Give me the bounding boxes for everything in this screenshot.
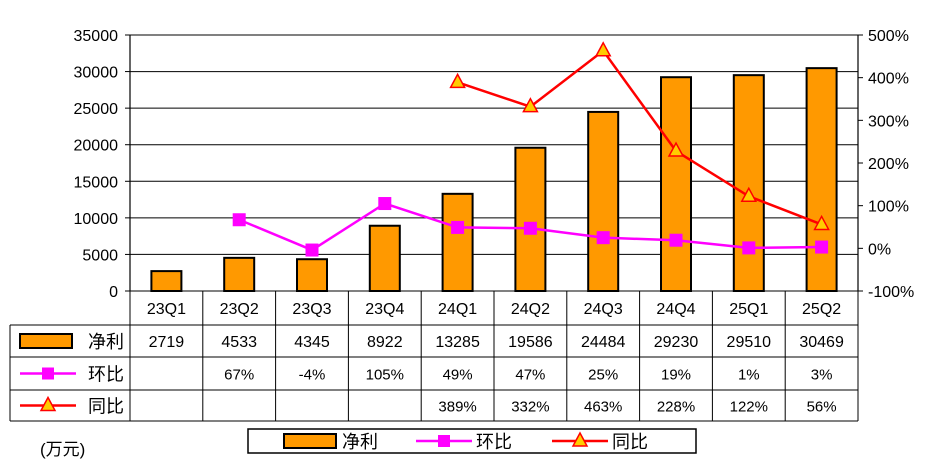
- y-left-tick-label: 20000: [74, 138, 119, 155]
- bar: [587, 110, 620, 293]
- legend-key-bar: [19, 333, 73, 349]
- table-cell-yoy: 122%: [730, 399, 768, 416]
- table-cell-mom: 3%: [811, 367, 833, 384]
- y-left-tick-label: 5000: [82, 247, 118, 264]
- table-cell-yoy: 389%: [438, 399, 476, 416]
- table-cell-mom: 1%: [738, 367, 760, 384]
- table-cell-mom: 19%: [661, 367, 691, 384]
- table-cell-mom: 105%: [366, 367, 404, 384]
- gridlines: [130, 34, 858, 255]
- yoy-point: [667, 141, 685, 157]
- yoy-point: [449, 72, 466, 89]
- y-left-tick-label: 15000: [74, 174, 119, 191]
- y-left-tick-label: 25000: [74, 101, 119, 118]
- category-label: 23Q4: [365, 301, 404, 318]
- table-cell-net: 2719: [149, 334, 185, 351]
- y-right-tick-label: 200%: [868, 156, 909, 173]
- mom-point: [596, 231, 610, 245]
- y-right-tick-label: 0%: [868, 241, 891, 258]
- category-label: 23Q2: [220, 301, 259, 318]
- category-label: 24Q2: [511, 301, 550, 318]
- y-right-tick-label: 500%: [868, 28, 909, 45]
- table-cell-net: 24484: [581, 334, 626, 351]
- table-cell-mom: 67%: [224, 367, 254, 384]
- table-cell-yoy: 228%: [657, 399, 695, 416]
- bar: [732, 74, 765, 292]
- legend-key-marker: [438, 435, 450, 447]
- table-cell-net: 4345: [294, 334, 330, 351]
- category-label: 23Q3: [292, 301, 331, 318]
- bar: [368, 224, 401, 292]
- bar: [660, 76, 692, 292]
- legend-key-marker: [571, 431, 589, 447]
- category-label: 25Q2: [802, 301, 841, 318]
- legend-label-net: 净利: [342, 432, 378, 452]
- table-cell-net: 4533: [221, 334, 257, 351]
- mom-point: [305, 243, 319, 257]
- legend-label-yoy: 同比: [612, 432, 648, 452]
- unit-label: (万元): [40, 440, 85, 459]
- y-right-tick-label: 400%: [868, 71, 909, 88]
- category-label: 23Q1: [147, 301, 186, 318]
- table-cell-net: 29510: [727, 334, 772, 351]
- axes: 0 5000 10000 15000 20000 25000 30000 35000 -100%…: [74, 28, 915, 301]
- mom-point: [815, 240, 829, 254]
- bar: [296, 258, 328, 292]
- y-left-tick-label: 35000: [74, 28, 119, 45]
- yoy-line: [457, 49, 823, 226]
- table-cell-net: 19586: [508, 334, 553, 351]
- row-header-mom: 环比: [88, 365, 124, 385]
- table-cell-mom: 25%: [588, 367, 618, 384]
- table-cell-mom: 49%: [443, 367, 473, 384]
- row-header-yoy: 同比: [88, 397, 124, 417]
- legend-key-marker: [42, 367, 54, 380]
- table-cell-mom: 47%: [515, 367, 545, 384]
- category-label: 24Q4: [656, 301, 695, 318]
- table-cell-yoy: 332%: [511, 399, 549, 416]
- table-cell-net: 13285: [435, 334, 480, 351]
- legend-key-marker: [39, 395, 57, 412]
- y-left-tick-label: 0: [109, 284, 118, 301]
- yoy-point: [740, 186, 758, 203]
- bars: [150, 67, 838, 293]
- category-label: 25Q1: [729, 301, 768, 318]
- bar: [150, 270, 183, 292]
- bar: [805, 67, 838, 293]
- table-cell-mom: -4%: [299, 367, 326, 384]
- table-cell-yoy: 463%: [584, 399, 622, 416]
- mom-point: [742, 241, 756, 255]
- yoy-point: [522, 97, 539, 113]
- y-right-tick-label: -100%: [868, 284, 914, 301]
- y-left-tick-label: 10000: [74, 211, 119, 228]
- mom-point: [378, 197, 392, 211]
- y-right-tick-label: 100%: [868, 199, 909, 216]
- mom-point: [523, 221, 537, 235]
- y-left-tick-label: 30000: [74, 65, 119, 82]
- category-label: 24Q1: [438, 301, 477, 318]
- bar: [441, 192, 474, 292]
- table-cell-yoy: 56%: [807, 399, 837, 416]
- mom-point: [669, 233, 683, 247]
- mom-point: [451, 220, 465, 234]
- y-right-tick-label: 300%: [868, 113, 909, 130]
- lines: [232, 41, 830, 257]
- table-cell-net: 8922: [367, 334, 403, 351]
- legend-key-bar: [283, 433, 337, 449]
- mom-point: [232, 213, 246, 227]
- data-table: 23Q1 23Q2 23Q3 23Q4 24Q1 24Q2 24Q3 24Q4 25Q1 25Q2…: [9, 290, 859, 422]
- table-cell-net: 29230: [654, 334, 699, 351]
- category-label: 24Q3: [584, 301, 623, 318]
- row-header-net: 净利: [88, 332, 124, 352]
- yoy-point: [594, 41, 612, 57]
- yoy-point: [813, 214, 830, 231]
- legend-label-mom: 环比: [476, 432, 512, 452]
- bar: [514, 146, 547, 292]
- table-cell-net: 30469: [799, 334, 844, 351]
- legend: 净利 环比 同比: [247, 428, 697, 454]
- bar: [223, 256, 256, 292]
